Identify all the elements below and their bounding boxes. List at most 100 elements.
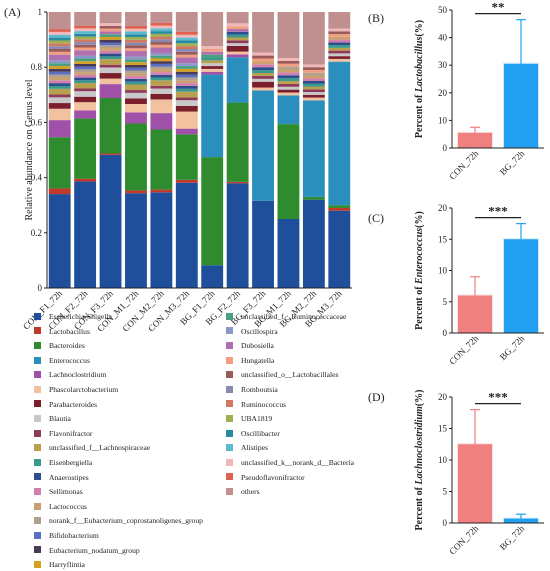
bar-segment-3-24: [125, 39, 147, 43]
bar-segment-2-14: [99, 45, 122, 49]
bar-segment-3-19: [125, 56, 147, 60]
bar-segment-4-14: [150, 66, 173, 70]
bar-segment-5-4: [175, 128, 198, 135]
bar-segment-7-20: [226, 28, 249, 32]
bar-segment-5-17: [175, 68, 198, 72]
y-tick-label-b: 20: [438, 88, 448, 98]
bar-segment-10-10: [302, 83, 325, 87]
bar-segment-3-27: [125, 31, 147, 35]
bar-segment-11-22: [328, 31, 351, 35]
bar-segment-6-21: [201, 48, 224, 52]
legend-label: Lactobacillus: [49, 326, 90, 336]
legend-label: Dubosiella: [241, 341, 274, 351]
bar-segment-4-24: [150, 36, 173, 40]
bar-segment-11-3: [328, 61, 351, 206]
bar-segment-4-21: [150, 44, 173, 48]
legend-item: Oscillospira: [226, 326, 278, 337]
bar-segment-9-6: [277, 89, 300, 93]
bar-segment-10-13: [302, 75, 325, 79]
bar-segment-1-1: [74, 178, 97, 182]
bar-segment-8-5: [252, 87, 274, 91]
bar-segment-1-13: [74, 72, 97, 75]
bar-segment-2-30: [99, 12, 122, 24]
bar-b-0: [457, 132, 493, 148]
bar-segment-2-20: [99, 31, 122, 35]
bar-segment-3-6: [125, 98, 147, 104]
y-axis-title-d: Percent of Lachnoclostridium(%): [414, 390, 425, 531]
legend-item: Anaerostipes: [34, 472, 89, 483]
bar-segment-5-15: [175, 74, 198, 78]
legend-label: unclassified_f__Lachnospiraceae: [49, 443, 151, 453]
y-tick-label-b: 10: [438, 115, 448, 125]
bar-segment-3-14: [125, 70, 147, 74]
bar-segment-4-16: [150, 61, 173, 64]
legend-item: Oscillibacter: [226, 428, 280, 439]
bar-segment-5-11: [175, 85, 198, 89]
bar-segment-11-8: [328, 50, 351, 54]
legend-swatch: [34, 414, 41, 422]
bar-segment-11-30: [328, 12, 351, 29]
bar-segment-0-23: [48, 46, 71, 49]
bar-segment-2-12: [99, 50, 122, 54]
bar-segment-5-16: [175, 71, 198, 75]
y-tick-label-d: 20: [438, 392, 448, 402]
legend-swatch: [34, 444, 41, 452]
bar-c-1: [503, 239, 539, 333]
bar-segment-5-8: [175, 97, 198, 101]
bar-segment-3-26: [125, 34, 147, 38]
legend-label: Pseudoflavonifractor: [241, 472, 305, 482]
bar-segment-11-10: [328, 45, 351, 48]
bar-segment-11-6: [328, 56, 351, 59]
y-tick-label-b: 30: [438, 60, 448, 70]
bar-segment-9-9: [277, 81, 300, 84]
bar-segment-4-1: [150, 189, 173, 193]
legend-label: Enterococcus: [49, 355, 90, 365]
y-axis-title-suffix-c: (%): [414, 211, 425, 228]
bar-segment-5-12: [175, 83, 198, 86]
bar-segment-2-4: [99, 84, 122, 98]
bar-segment-11-5: [328, 58, 351, 62]
legend-swatch: [226, 371, 233, 379]
legend-label: norank_f__Eubacterium_coprostanoligenes_…: [49, 516, 203, 526]
legend-label: Flavonifractor: [49, 428, 93, 438]
bar-segment-0-16: [48, 68, 71, 72]
legend-label: UBA1819: [241, 414, 273, 424]
legend-swatch: [34, 546, 41, 554]
legend-swatch: [226, 356, 233, 364]
bar-segment-3-21: [125, 48, 147, 52]
y-tick-label-a: 0.2: [31, 228, 42, 238]
bar-segment-3-23: [125, 42, 147, 46]
legend-swatch: [226, 385, 233, 393]
bar-segment-2-8: [99, 64, 122, 68]
bar-segment-9-13: [277, 69, 300, 73]
bar-segment-1-17: [74, 61, 97, 64]
bar-segment-4-2: [150, 129, 173, 190]
bar-segment-4-18: [150, 55, 173, 59]
bar-segment-11-1: [328, 207, 351, 211]
bar-segment-10-28: [302, 64, 325, 68]
bar-segment-0-17: [48, 66, 71, 69]
bar-segment-6-9: [201, 60, 224, 64]
legend-label: unclassified_k__norank_d__Bacteria: [241, 458, 355, 467]
y-tick-label-a: 1: [38, 7, 43, 17]
bar-segment-11-13: [328, 36, 351, 40]
legend-swatch: [34, 458, 41, 466]
bar-segment-9-5: [277, 92, 300, 96]
legend-swatch: [34, 487, 41, 495]
panel-label-d: (D): [368, 390, 385, 404]
legend-item: unclassified_o__Lactobacillales: [226, 369, 338, 380]
bar-segment-1-27: [74, 31, 97, 34]
bar-segment-9-11: [277, 75, 300, 79]
bar-segment-0-12: [48, 80, 71, 84]
y-tick-label-a: 0: [38, 283, 43, 293]
bar-segment-7-10: [226, 34, 249, 38]
legend-item: Lachnoclostridium: [34, 369, 106, 380]
bar-segment-3-13: [125, 73, 147, 77]
y-axis-title-c: Percent of Enterococcus(%): [414, 211, 425, 330]
bar-segment-5-28: [175, 34, 198, 38]
bar-segment-1-26: [74, 33, 97, 37]
bar-segment-5-14: [175, 77, 198, 81]
bar-segment-1-2: [74, 118, 97, 179]
bar-segment-0-11: [48, 83, 71, 86]
